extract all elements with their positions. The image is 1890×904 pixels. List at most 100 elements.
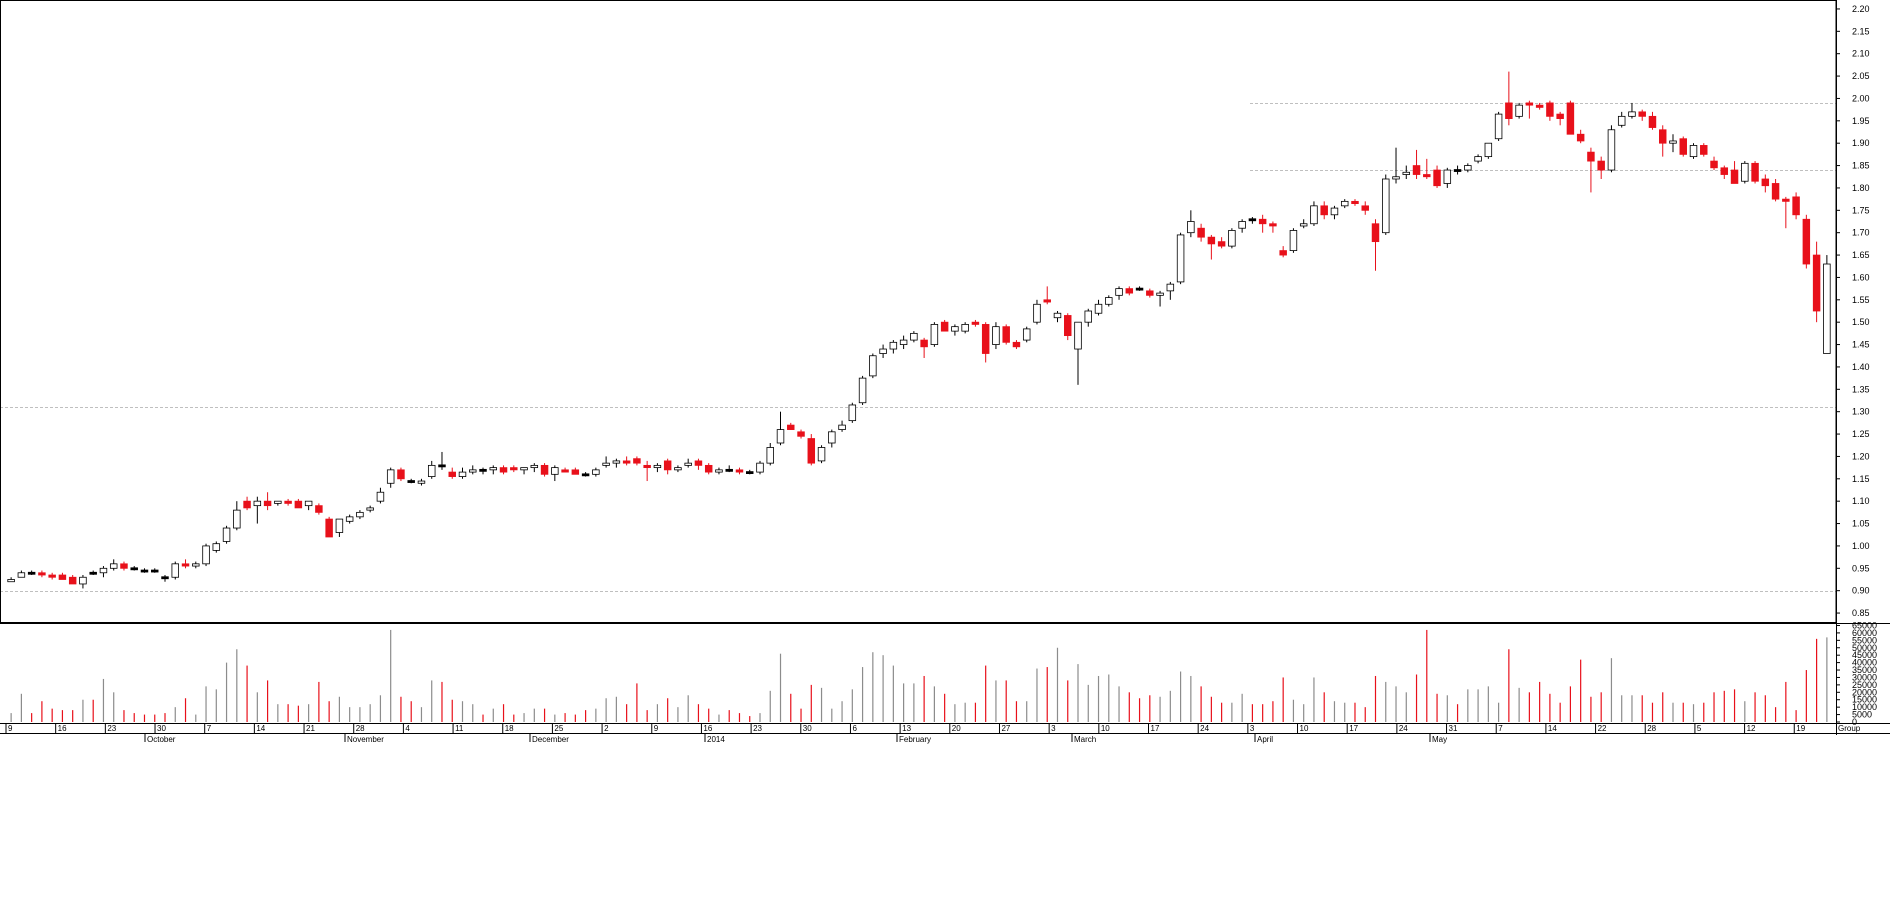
- candle-body: [1392, 176, 1400, 180]
- candle-body: [940, 321, 949, 332]
- price-tick-label: 1.00: [1852, 541, 1870, 551]
- price-tick-label: 1.85: [1852, 161, 1870, 171]
- candle-body: [304, 500, 313, 507]
- day-label: 10: [1300, 724, 1309, 733]
- day-label: 7: [207, 724, 212, 733]
- candle-body: [858, 377, 867, 404]
- day-label: 7: [1498, 724, 1503, 733]
- candle-body: [622, 460, 631, 464]
- candle-body: [1710, 160, 1718, 169]
- month-label: May: [1432, 735, 1447, 744]
- candle-body: [797, 431, 805, 437]
- day-label: 5: [1697, 724, 1702, 733]
- month-label: October: [147, 735, 176, 744]
- candle-body: [1125, 288, 1134, 294]
- candle-body: [1320, 205, 1328, 216]
- day-label: 13: [902, 724, 911, 733]
- candle-body: [356, 511, 364, 518]
- candle-body: [1228, 230, 1236, 247]
- candle-body: [1515, 104, 1523, 117]
- volume-tick-label: 20000: [1852, 687, 1877, 697]
- day-label: 11: [455, 724, 464, 733]
- price-tick-label: 1.90: [1852, 138, 1870, 148]
- candle-body: [1484, 142, 1493, 158]
- candle-body: [735, 469, 744, 473]
- candle-body: [612, 460, 621, 464]
- volume-tick-label: 25000: [1852, 680, 1877, 690]
- candle-body: [633, 458, 641, 464]
- candle-body: [530, 464, 539, 469]
- candle-body: [602, 462, 610, 466]
- candle-body: [725, 468, 733, 472]
- candle-body: [715, 469, 723, 473]
- month-label: March: [1074, 735, 1096, 744]
- price-tick-label: 1.50: [1852, 317, 1870, 327]
- candle-body: [407, 480, 415, 483]
- day-label: 14: [256, 724, 265, 733]
- candle-body: [1464, 165, 1472, 171]
- candle-body: [140, 569, 149, 573]
- price-tick-label: 1.60: [1852, 272, 1870, 282]
- candle-body: [1382, 178, 1390, 234]
- candle-body: [58, 574, 67, 580]
- candle-body: [376, 491, 385, 502]
- candle-body: [1279, 250, 1287, 256]
- candle-body: [79, 576, 87, 585]
- candle-body: [469, 469, 477, 473]
- candle-body: [1802, 218, 1811, 265]
- price-tick-label: 2.05: [1852, 71, 1870, 81]
- candle-body: [1576, 133, 1585, 142]
- day-label: 21: [306, 724, 315, 733]
- candle-body: [1423, 174, 1431, 178]
- price-tick-label: 1.70: [1852, 228, 1870, 238]
- candle-body: [7, 579, 15, 583]
- candle-body: [397, 469, 405, 480]
- day-label: 24: [1200, 724, 1209, 733]
- candle-body: [1628, 111, 1636, 117]
- candle-body: [828, 431, 836, 444]
- candle-body: [212, 543, 221, 551]
- axes: 0.85 0.90 0.95 1.00 1.05 1.10 1.15 1.20 1.25 1.30…: [0, 0, 1890, 744]
- candle-body: [1535, 104, 1544, 108]
- price-tick-label: 1.05: [1852, 519, 1870, 529]
- candle-body: [1402, 171, 1411, 175]
- day-label: 30: [157, 724, 166, 733]
- candle-body: [222, 527, 231, 542]
- candle-body: [27, 571, 36, 575]
- price-tick-label: 2.10: [1852, 49, 1870, 59]
- candle-body: [192, 563, 200, 567]
- candle-body: [1617, 115, 1626, 126]
- candle-body: [581, 473, 590, 477]
- day-label: 16: [703, 724, 712, 733]
- candle-body: [38, 572, 46, 576]
- candle-body: [1659, 129, 1667, 144]
- candle-body: [663, 460, 672, 471]
- candle-body: [1782, 198, 1790, 202]
- candle-body: [233, 509, 241, 529]
- day-label: 27: [1001, 724, 1010, 733]
- day-label: 23: [107, 724, 116, 733]
- candle-body: [171, 563, 179, 578]
- candle-body: [510, 467, 518, 471]
- price-tick-label: 0.85: [1852, 608, 1870, 618]
- day-label: 25: [554, 724, 563, 733]
- candle-body: [1505, 102, 1513, 119]
- candle-body: [1002, 326, 1010, 343]
- candle-body: [920, 339, 928, 348]
- candle-body: [889, 341, 898, 350]
- month-label: February: [899, 735, 931, 744]
- candle-body: [1771, 183, 1780, 200]
- volume-tick-label: 40000: [1852, 658, 1877, 668]
- candle-body: [1310, 205, 1318, 225]
- day-label: 19: [1796, 724, 1805, 733]
- candle-body: [1700, 145, 1708, 155]
- candle-body: [1751, 162, 1759, 182]
- candle-body: [971, 321, 980, 325]
- day-label: 6: [852, 724, 857, 733]
- candle-body: [294, 500, 303, 509]
- day-label: 28: [356, 724, 365, 733]
- volume-unit-label: Group: [1838, 724, 1861, 733]
- candle-body: [1351, 200, 1359, 205]
- candle-body: [68, 576, 77, 585]
- volume-tick-label: 55000: [1852, 635, 1877, 645]
